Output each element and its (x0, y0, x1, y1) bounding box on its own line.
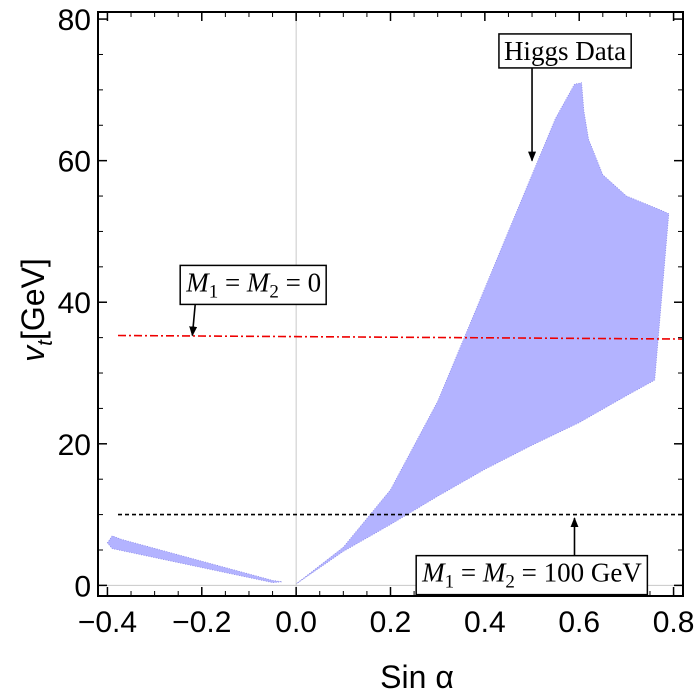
annotation-m-zero: M1 = M2 = 0 (179, 264, 327, 337)
annotation-higgs-box (498, 33, 632, 69)
horizontal-lines-layer (117, 334, 684, 516)
x-tick-label: −0.2 (172, 606, 231, 639)
annotation-m-zero-arrow (189, 304, 198, 337)
x-tick-label: 0.8 (653, 606, 695, 639)
y-ticks: 0 20 40 60 80 (58, 4, 683, 603)
y-tick-label: 40 (58, 287, 91, 320)
annotation-m-100-text: M1 = M2 = 100 GeV (421, 558, 642, 593)
x-tick-label: 0.6 (558, 606, 600, 639)
annotation-m-zero-text: M1 = M2 = 0 (185, 267, 321, 302)
allowed-region-1 (295, 82, 670, 585)
x-tick-label: 0.0 (275, 606, 317, 639)
x-ticks: −0.4 −0.2 0.0 0.2 0.4 0.6 0.8 (78, 12, 695, 639)
x-tick-label: 0.4 (464, 606, 506, 639)
annotation-m-100-box (415, 554, 649, 596)
line-m-zero (117, 334, 684, 340)
x-axis-title: Sin α (380, 659, 454, 695)
annotation-m-100: M1 = M2 = 100 GeV (415, 517, 649, 596)
y-tick-label: 0 (74, 570, 91, 603)
y-axis-title: vt[GeV] (15, 258, 57, 362)
y-tick-label: 20 (58, 429, 91, 462)
annotation-higgs-text: Higgs Data (504, 36, 626, 66)
y-tick-label: 60 (58, 146, 91, 179)
annotation-m-zero-box (179, 264, 327, 306)
regions-layer (106, 82, 670, 585)
y-tick-label: 80 (58, 4, 91, 37)
x-tick-label: −0.4 (78, 606, 137, 639)
annotation-higgs-data: Higgs Data (498, 33, 632, 162)
allowed-region-2 (106, 535, 283, 584)
x-tick-label: 0.2 (370, 606, 412, 639)
